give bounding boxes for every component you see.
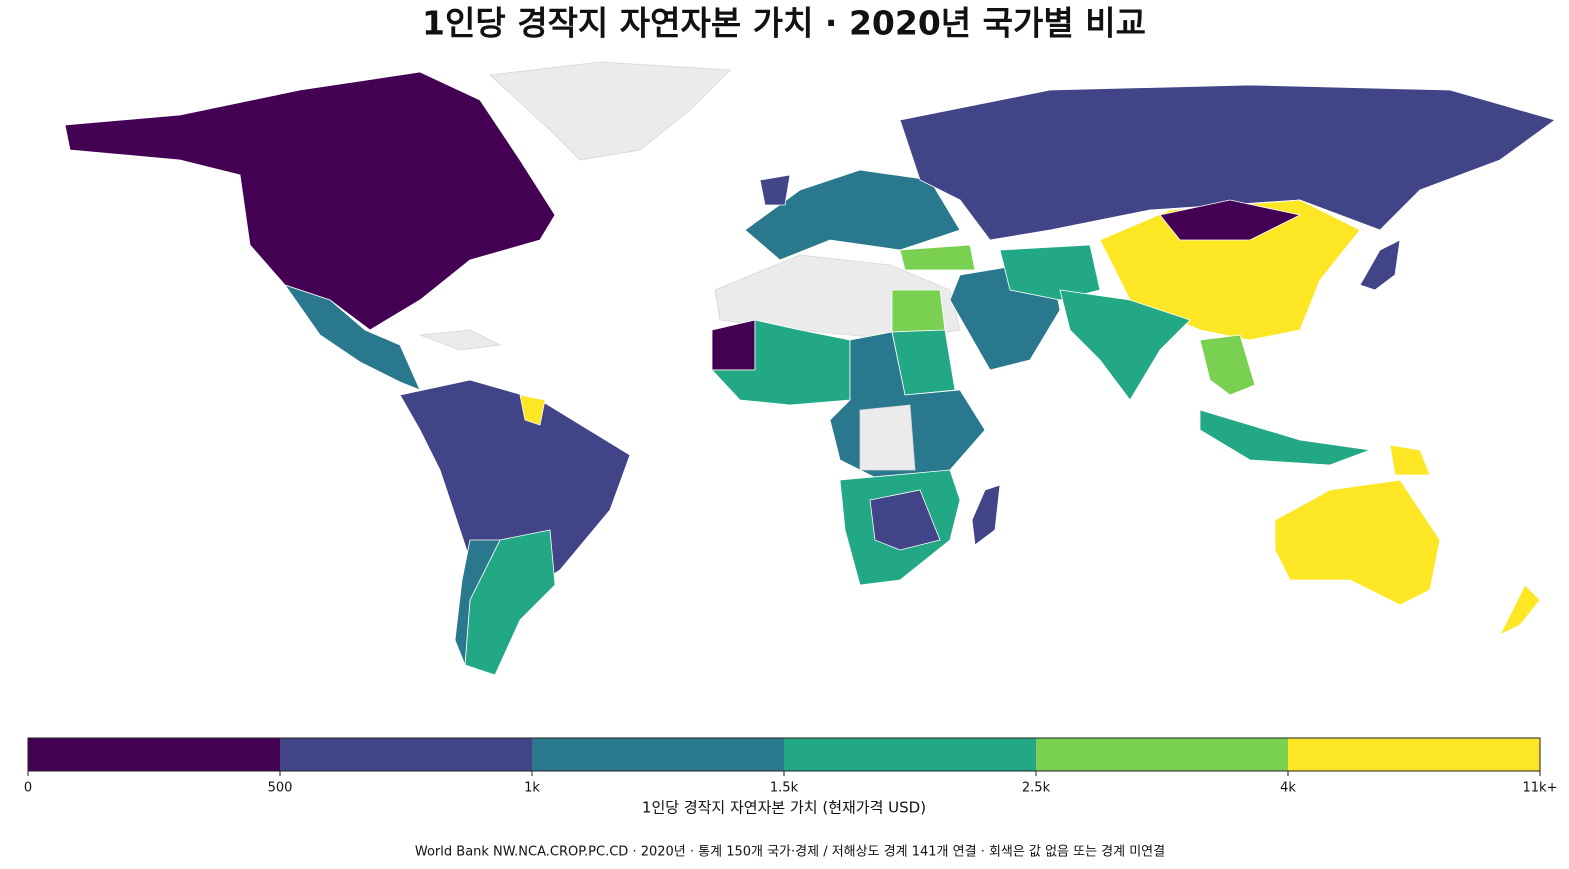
footnote: World Bank NW.NCA.CROP.PC.CD · 2020년 · 통… bbox=[415, 845, 1165, 860]
region bbox=[1199, 334, 1256, 396]
colorbar-bin bbox=[532, 738, 784, 771]
colorbar-tick-label: 1.5k bbox=[770, 781, 799, 796]
colorbar-label: 1인당 경작지 자연자본 가치 (현재가격 USD) bbox=[642, 799, 926, 817]
region bbox=[64, 71, 556, 331]
colorbar-bin bbox=[1288, 738, 1540, 771]
region bbox=[971, 484, 1001, 546]
region bbox=[891, 289, 946, 333]
region bbox=[869, 489, 941, 551]
region-no-data bbox=[419, 329, 502, 351]
colorbar-bin bbox=[28, 738, 280, 771]
region bbox=[899, 244, 976, 271]
colorbar-bin bbox=[784, 738, 1036, 771]
colorbar-tick-label: 0 bbox=[24, 781, 32, 796]
colorbar: 0 500 1k 1.5k 2.5k 4k 11k+ bbox=[24, 737, 1558, 796]
colorbar-bin bbox=[1036, 738, 1288, 771]
colorbar-tick-label: 2.5k bbox=[1022, 781, 1051, 796]
region bbox=[711, 319, 756, 371]
map bbox=[64, 61, 1556, 676]
region bbox=[283, 284, 421, 391]
region bbox=[899, 84, 1556, 241]
region-no-data bbox=[489, 61, 731, 161]
region bbox=[1059, 289, 1191, 401]
region bbox=[1499, 584, 1541, 636]
region bbox=[1359, 239, 1401, 291]
region bbox=[1159, 199, 1302, 241]
region bbox=[744, 169, 961, 261]
colorbar-tick-label: 11k+ bbox=[1523, 781, 1558, 796]
region bbox=[519, 394, 546, 426]
region bbox=[1274, 479, 1441, 606]
region bbox=[454, 539, 501, 666]
colorbar-tick-label: 4k bbox=[1280, 781, 1296, 796]
region bbox=[1199, 409, 1371, 466]
region bbox=[759, 174, 791, 206]
chart-title: 1인당 경작지 자연자본 가치 · 2020년 국가별 비교 bbox=[422, 4, 1146, 43]
region-no-data bbox=[859, 404, 916, 471]
region bbox=[1389, 444, 1431, 476]
colorbar-tick-label: 500 bbox=[268, 781, 293, 796]
colorbar-bin bbox=[280, 738, 532, 771]
colorbar-tick-label: 1k bbox=[524, 781, 540, 796]
